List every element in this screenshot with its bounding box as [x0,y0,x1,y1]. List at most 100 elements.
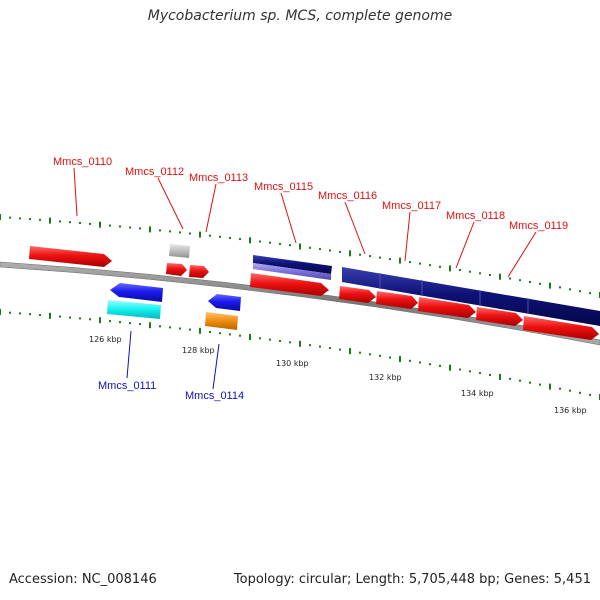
upper-tick-track [0,214,600,298]
minor-tick [29,218,31,221]
map-title: Mycobacterium sp. MCS, complete genome [147,8,453,24]
minor-tick [229,236,231,239]
minor-tick [519,279,521,282]
accession-text: Accession: NC_008146 [9,572,157,587]
minor-tick [569,389,571,392]
minor-tick [269,241,271,244]
minor-tick [529,281,531,283]
minor-tick [419,361,421,364]
reverse-label-leaders [126,330,220,390]
minor-tick [259,240,261,243]
cds-dark-band [342,267,600,326]
minor-tick [339,348,341,351]
minor-tick [419,262,421,265]
genome-backbone [0,261,600,346]
minor-tick [79,222,81,224]
major-tick [0,214,1,220]
minor-tick [309,344,311,347]
minor-tick [579,391,581,394]
minor-tick [189,232,191,235]
scale-label: 134 kbp [461,389,494,398]
minor-tick [539,383,541,386]
minor-tick [319,345,321,348]
minor-tick [439,265,441,268]
gene-label: Mmcs_0116 [318,190,377,202]
major-tick [449,364,451,371]
minor-tick [539,282,541,285]
minor-tick [9,311,11,314]
minor-tick [119,321,121,324]
minor-tick [89,222,91,225]
minor-tick [19,217,21,220]
major-tick [499,273,501,280]
gene-label: Mmcs_0112 [125,166,184,178]
reverse-cds-arrow [110,283,163,302]
minor-tick [369,353,371,356]
minor-tick [69,316,71,319]
minor-tick [509,277,511,280]
major-tick [49,312,51,319]
minor-tick [409,261,411,264]
major-tick [249,237,251,244]
minor-tick [139,227,141,230]
minor-tick [579,290,581,293]
major-tick [149,226,151,233]
minor-tick [189,328,191,331]
gene-label: Mmcs_0111 [98,380,156,392]
major-tick [0,309,1,315]
major-tick [449,265,451,272]
gene-label: Mmcs_0115 [254,181,313,193]
minor-tick [339,250,341,253]
minor-tick [559,387,561,390]
minor-tick [479,272,481,275]
minor-tick [589,393,591,396]
minor-tick [429,264,431,267]
minor-tick [219,235,221,238]
minor-tick [219,332,221,335]
minor-tick [529,381,531,384]
minor-tick [389,258,391,261]
gene-arrow [523,316,599,340]
minor-tick [439,364,441,367]
minor-tick [309,246,311,249]
gene-arrow [166,263,187,276]
minor-tick [239,238,241,241]
forward-gene-labels: Mmcs_0110 Mmcs_0112 Mmcs_0113 Mmcs_0115 Mmcs… [53,156,568,232]
gene-arrow [339,286,376,303]
minor-tick [169,230,171,233]
gene-label: Mmcs_0113 [189,172,248,184]
minor-tick [279,242,281,245]
reverse-orange-feature [205,312,238,330]
minor-tick [179,327,181,330]
minor-tick [89,318,91,321]
gene-label: Mmcs_0118 [446,210,505,222]
major-tick [249,334,251,340]
minor-tick [279,340,281,342]
minor-tick [409,359,411,362]
gene-arrow [189,265,209,278]
major-tick [349,250,351,257]
minor-tick [259,337,261,340]
major-tick [549,383,551,390]
reverse-rna-feature [107,300,161,319]
minor-tick [79,317,81,320]
minor-tick [359,253,361,256]
minor-tick [169,326,171,329]
minor-tick [489,374,491,376]
minor-tick [109,224,111,227]
minor-tick [589,292,591,295]
major-tick [99,221,101,228]
scale-label: 132 kbp [369,373,402,382]
gene-label: Mmcs_0119 [509,220,568,232]
lower-tick-track [0,309,600,400]
minor-tick [209,234,211,237]
genome-summary-text: Topology: circular; Length: 5,705,448 bp… [233,572,591,587]
minor-tick [459,368,461,371]
forward-label-leaders [73,167,537,278]
minor-tick [289,244,291,247]
scale-label: 128 kbp [182,346,215,355]
major-tick [299,243,301,250]
scale-labels: 126 kbp 128 kbp 130 kbp 132 kbp 134 kbp 136 k… [89,335,587,415]
cds-dark-band [253,255,332,274]
